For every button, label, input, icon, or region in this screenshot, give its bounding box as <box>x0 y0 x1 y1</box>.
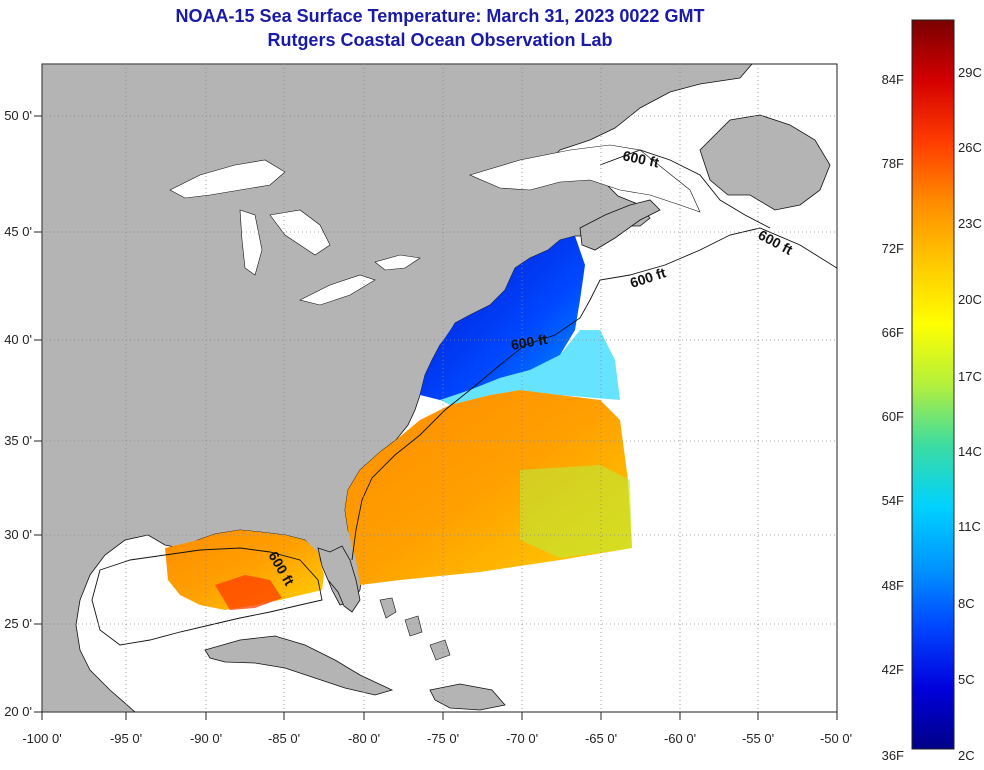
lon-label: -100 0' <box>22 731 61 746</box>
lake-erie-ontario <box>299 254 421 306</box>
c-label: 5C <box>958 672 975 687</box>
lon-label: -65 0' <box>585 731 617 746</box>
land-nova-scotia <box>579 199 661 251</box>
lon-label: -60 0' <box>664 731 696 746</box>
c-label: 8C <box>958 596 975 611</box>
f-label: 48F <box>882 578 904 593</box>
axis-ticks <box>34 115 838 720</box>
longitude-labels: -100 0' -95 0' -90 0' -85 0' -80 0' -75 … <box>22 731 852 746</box>
graticule <box>42 64 837 712</box>
colorbar-celsius-labels: 29C 26C 23C 20C 17C 14C 11C 8C 5C 2C <box>958 65 982 763</box>
land-bahamas <box>379 597 451 661</box>
lat-label: 30 0' <box>4 527 32 542</box>
f-label: 66F <box>882 325 904 340</box>
lon-label: -80 0' <box>348 731 380 746</box>
f-label: 60F <box>882 409 904 424</box>
lat-label: 45 0' <box>4 224 32 239</box>
sst-gulf-warm-core <box>215 575 282 610</box>
map-title: NOAA-15 Sea Surface Temperature: March 3… <box>175 6 705 26</box>
contour-label-4: 600 ft <box>510 331 549 353</box>
land-newfoundland <box>699 114 831 211</box>
lon-label: -70 0' <box>506 731 538 746</box>
f-label: 84F <box>882 72 904 87</box>
f-label: 54F <box>882 493 904 508</box>
lon-label: -95 0' <box>110 731 142 746</box>
lat-label: 50 0' <box>4 108 32 123</box>
f-label: 42F <box>882 662 904 677</box>
lat-label: 25 0' <box>4 616 32 631</box>
lon-label: -75 0' <box>427 731 459 746</box>
sst-atlantic-cool-mix <box>520 465 632 558</box>
lon-label: -90 0' <box>190 731 222 746</box>
land-hispaniola <box>429 683 506 711</box>
c-label: 26C <box>958 140 982 155</box>
lat-label: 35 0' <box>4 433 32 448</box>
contour-label-1: 600 ft <box>621 147 660 170</box>
land-cuba <box>204 635 394 696</box>
lat-label: 20 0' <box>4 704 32 719</box>
c-label: 29C <box>958 65 982 80</box>
f-label: 72F <box>882 241 904 256</box>
c-label: 17C <box>958 369 982 384</box>
c-label: 11C <box>958 519 981 534</box>
lake-superior <box>169 159 286 199</box>
lake-michigan-huron <box>239 209 331 276</box>
map-subtitle: Rutgers Coastal Ocean Observation Lab <box>267 30 613 50</box>
c-label: 2C <box>958 748 975 763</box>
contour-600ft <box>91 149 837 646</box>
f-label: 36F <box>882 748 904 763</box>
land-florida <box>317 545 361 613</box>
sst-atlantic-cold <box>420 236 585 400</box>
c-label: 20C <box>958 292 982 307</box>
lon-label: -55 0' <box>742 731 774 746</box>
c-label: 14C <box>958 444 982 459</box>
lon-label: -50 0' <box>820 731 852 746</box>
colorbar-fahrenheit-labels: 84F 78F 72F 66F 60F 54F 48F 42F 36F <box>882 72 904 763</box>
st-lawrence-gulf <box>469 144 701 213</box>
c-label: 23C <box>958 216 982 231</box>
colorbar <box>911 19 955 750</box>
latitude-labels: 20 0' 25 0' 30 0' 35 0' 40 0' 45 0' 50 0… <box>4 108 32 719</box>
f-label: 78F <box>882 156 904 171</box>
lat-label: 40 0' <box>4 332 32 347</box>
sst-atlantic-transition <box>440 330 620 405</box>
lon-label: -85 0' <box>268 731 300 746</box>
